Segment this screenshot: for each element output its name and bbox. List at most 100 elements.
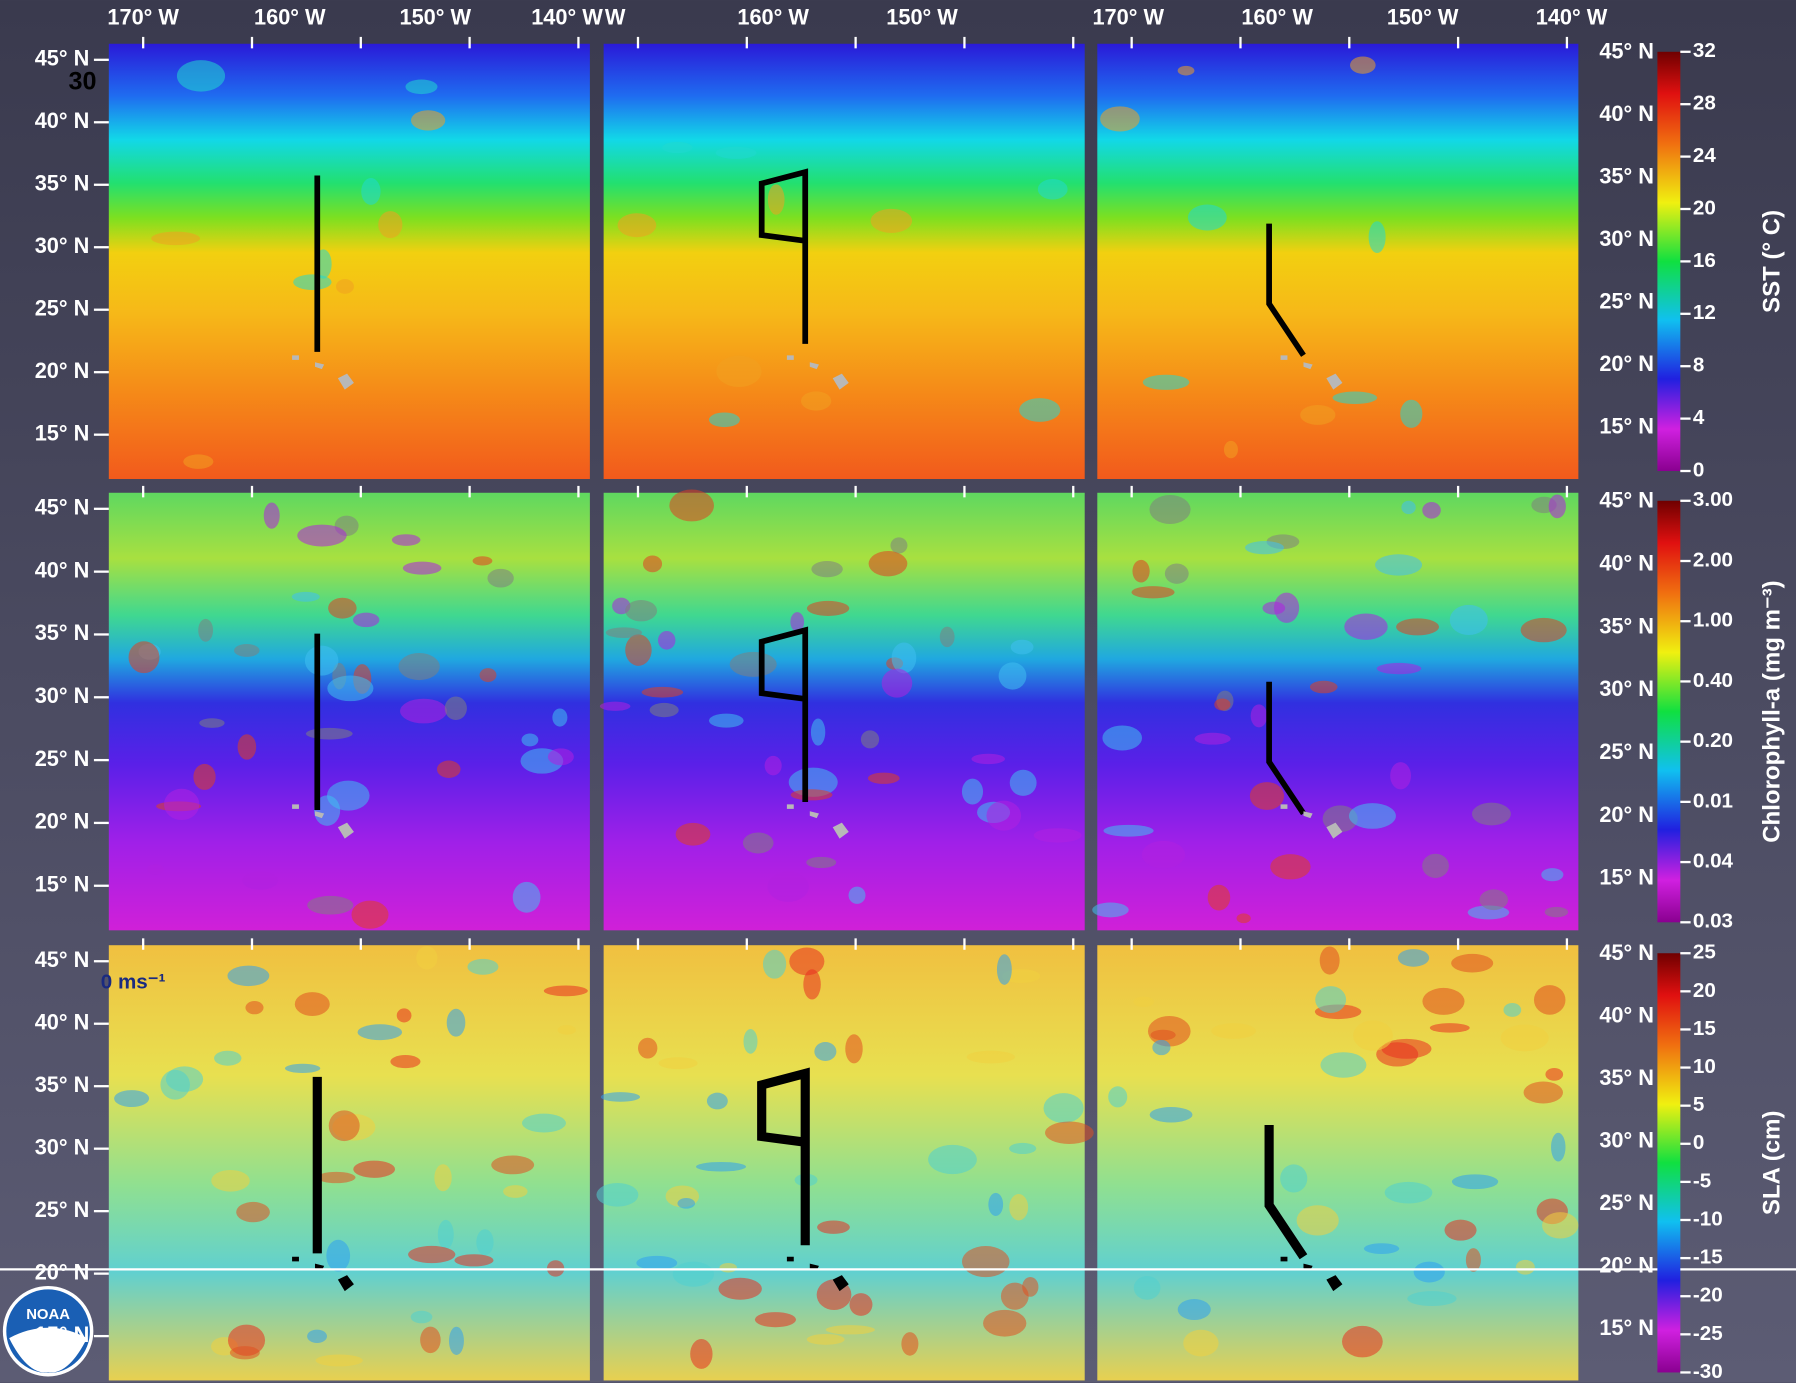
texture-blob [1142, 841, 1185, 869]
texture-blob [326, 1240, 350, 1272]
texture-blob [1521, 618, 1567, 642]
texture-blob [1011, 640, 1034, 655]
texture-blob [1364, 1243, 1399, 1254]
texture-blob [1133, 997, 1153, 1007]
texture-blob [1422, 502, 1441, 519]
texture-blob [1183, 1330, 1218, 1357]
texture-blob [166, 1066, 203, 1091]
texture-blob [285, 1064, 320, 1073]
longitude-label: 160° W [1241, 4, 1313, 29]
colorbar-tick-label: 0.03 [1693, 910, 1733, 933]
longitude-label: 140° W [1536, 4, 1608, 29]
latitude-label: 20° N [1599, 802, 1654, 827]
texture-blob [234, 644, 260, 657]
panel-label: 30 [68, 67, 96, 95]
texture-blob [890, 537, 907, 553]
latitude-label: 45° N [35, 947, 90, 972]
texture-blob [307, 896, 353, 915]
texture-blob [1103, 825, 1153, 837]
texture-blob [1022, 1277, 1038, 1297]
texture-blob [690, 1339, 712, 1369]
texture-blob [1401, 501, 1415, 514]
texture-blob [716, 147, 757, 159]
latitude-label: 40° N [35, 1009, 90, 1034]
texture-blob [242, 871, 278, 889]
texture-blob [513, 882, 541, 913]
texture-blob [1188, 204, 1227, 230]
texture-blob [1407, 1291, 1456, 1306]
texture-blob [411, 110, 445, 130]
texture-blob [1108, 1086, 1127, 1107]
latitude-label: 35° N [35, 1072, 90, 1097]
texture-blob [999, 662, 1027, 689]
texture-blob [636, 1256, 677, 1270]
texture-blob [1208, 885, 1231, 911]
texture-blob [1250, 782, 1284, 810]
texture-blob [1398, 949, 1429, 967]
texture-blob [849, 1293, 872, 1316]
texture-blob [871, 209, 913, 233]
latitude-label: 40° N [1599, 551, 1654, 576]
texture-blob [928, 1145, 977, 1174]
texture-blob [718, 1278, 761, 1300]
texture-blob [662, 142, 692, 153]
texture-blob [1149, 495, 1190, 524]
texture-blob [480, 668, 497, 682]
texture-blob [353, 613, 379, 627]
latitude-label: 25° N [35, 746, 90, 771]
texture-blob [1045, 1122, 1094, 1144]
texture-blob [1333, 392, 1378, 404]
latitude-label: 45° N [1599, 488, 1654, 513]
texture-blob [1451, 954, 1493, 973]
texture-blob [1132, 560, 1149, 583]
texture-blob [1342, 1326, 1383, 1358]
colorbar-tick-label: 3.00 [1693, 488, 1733, 511]
texture-blob [716, 356, 761, 387]
texture-blob [789, 948, 824, 976]
texture-blob [1134, 1276, 1161, 1300]
map-panel [604, 44, 1085, 479]
texture-blob [1237, 913, 1251, 923]
longitude-label: 160° W [254, 4, 326, 29]
texture-blob [1044, 1093, 1084, 1123]
texture-blob [618, 213, 657, 237]
colorbar-tick-label: 24 [1693, 144, 1716, 167]
texture-blob [868, 773, 900, 784]
colorbar [1657, 501, 1680, 923]
texture-blob [1353, 1020, 1393, 1050]
longitude-label: 150° W [399, 4, 471, 29]
latitude-label: 35° N [1599, 1065, 1654, 1090]
texture-blob [227, 966, 269, 986]
texture-blob [491, 1156, 534, 1175]
texture-blob [1195, 733, 1231, 745]
texture-blob [420, 1327, 441, 1353]
texture-blob [596, 1183, 638, 1207]
latitude-label: 15° N [1599, 865, 1654, 890]
texture-blob [743, 1029, 757, 1054]
texture-blob [416, 946, 437, 969]
texture-blob [1450, 605, 1488, 635]
texture-blob [114, 1090, 149, 1107]
texture-blob [328, 598, 356, 619]
texture-blob [390, 1055, 420, 1068]
texture-blob [1148, 1016, 1191, 1047]
texture-blob [962, 779, 983, 805]
texture-blob [1132, 586, 1175, 598]
latitude-label: 30° N [1599, 1128, 1654, 1153]
texture-blob [763, 950, 786, 979]
latitude-label: 45° N [35, 46, 90, 71]
texture-blob [1545, 907, 1568, 917]
texture-blob [353, 1161, 395, 1178]
colorbar-tick-label: -25 [1693, 1322, 1723, 1345]
texture-blob [392, 534, 421, 546]
texture-blob [845, 1034, 862, 1063]
latitude-label: 40° N [1599, 101, 1654, 126]
texture-blob [1300, 405, 1335, 425]
colorbar-tick-label: -30 [1693, 1360, 1723, 1383]
texture-blob [336, 279, 354, 294]
texture-blob [408, 1246, 455, 1263]
texture-blob [1545, 1068, 1563, 1081]
latitude-label: 35° N [35, 171, 90, 196]
texture-blob [677, 1198, 695, 1209]
texture-blob [295, 992, 330, 1016]
